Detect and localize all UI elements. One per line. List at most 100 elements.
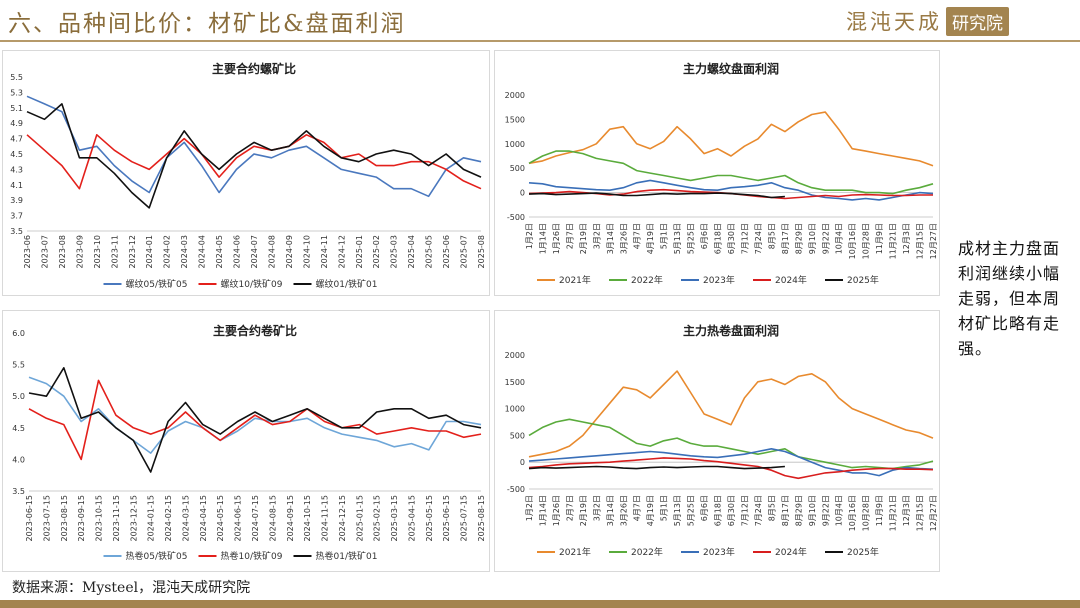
x-tick-label: 1月26日 bbox=[552, 223, 561, 254]
y-tick-label: 1000 bbox=[505, 140, 525, 149]
legend-label: 2023年 bbox=[703, 546, 735, 558]
x-tick-label: 3月14日 bbox=[606, 223, 615, 254]
legend-label: 2024年 bbox=[775, 274, 807, 286]
header: 六、品种间比价：材矿比&盘面利润 混沌天成 研究院 bbox=[0, 0, 1080, 44]
x-tick-label: 2024-11-15 bbox=[321, 495, 330, 542]
y-tick-label: 6.0 bbox=[12, 329, 25, 338]
y-tick-label: 5.5 bbox=[10, 73, 23, 82]
x-tick-label: 4月7日 bbox=[633, 223, 642, 249]
series-line-2 bbox=[528, 448, 934, 477]
x-tick-label: 10月16日 bbox=[848, 223, 857, 259]
x-tick-label: 2024-12-15 bbox=[338, 495, 347, 542]
chart-hrc-ore-svg: 主要合约卷矿比 3.5 4.0 4.5 5.0 5.5 6.0 2023-06-15 2023-… bbox=[12, 323, 486, 562]
legend-label: 2024年 bbox=[775, 546, 807, 558]
series-line-2 bbox=[26, 103, 482, 209]
x-tick-label: 2025-02-15 bbox=[373, 495, 382, 542]
x-tick-label: 12月15日 bbox=[916, 495, 925, 531]
x-tick-label: 1月26日 bbox=[552, 495, 561, 526]
chart-rebar-ore: 主要合约螺矿比 3.5 3.7 3.9 4.1 4.3 4.5 4.7 4.9 5.1 5.3 5.5… bbox=[2, 50, 490, 296]
x-tick-label: 2023-10-15 bbox=[95, 495, 104, 542]
x-tick-label: 2月7日 bbox=[565, 223, 574, 249]
x-tick-label: 4月7日 bbox=[633, 495, 642, 521]
x-tick-label: 2024-05 bbox=[215, 235, 224, 268]
x-tick-label: 11月9日 bbox=[875, 223, 884, 254]
x-tick-label: 1月2日 bbox=[525, 223, 534, 249]
y-tick-label: 3.5 bbox=[10, 227, 23, 236]
x-tick-label: 2023-07-15 bbox=[42, 495, 51, 542]
x-tick-label: 2024-04 bbox=[198, 235, 207, 268]
x-tick-label: 2023-06 bbox=[23, 235, 32, 268]
y-tick-label: 3.7 bbox=[10, 212, 23, 221]
x-tick-label: 2025-08-15 bbox=[477, 495, 486, 542]
y-tick-label: 3.5 bbox=[12, 487, 25, 496]
chart-rebar-profit: 主力螺纹盘面利润 -500 0 500 1000 1500 2000 1月2日 1月14日 1月2… bbox=[494, 50, 940, 296]
x-tick-label: 2025-03-15 bbox=[390, 495, 399, 542]
series-line-2 bbox=[528, 179, 934, 201]
x-tick-label: 11月9日 bbox=[875, 495, 884, 526]
x-tick-label: 5月1日 bbox=[660, 223, 669, 249]
series-line-4 bbox=[528, 465, 785, 470]
page-title: 六、品种间比价：材矿比&盘面利润 bbox=[8, 11, 406, 37]
logo-box: 研究院 bbox=[946, 6, 1009, 36]
y-tick-label: 0 bbox=[520, 189, 525, 198]
x-tick-label: 2023-07 bbox=[40, 235, 49, 268]
y-tick-label: 4.7 bbox=[10, 135, 23, 144]
x-tick-label: 2024-09 bbox=[285, 235, 294, 268]
x-tick-label: 5月13日 bbox=[673, 495, 682, 526]
series-line-0 bbox=[26, 95, 482, 198]
x-tick-label: 2025-07-15 bbox=[460, 495, 469, 542]
x-tick-label: 12月15日 bbox=[916, 223, 925, 259]
x-tick-label: 5月1日 bbox=[660, 495, 669, 521]
y-tick-label: 2000 bbox=[505, 351, 525, 360]
x-tick-label: 2025-01 bbox=[355, 235, 364, 268]
x-tick-label: 1月14日 bbox=[538, 495, 547, 526]
legend-label: 2025年 bbox=[847, 274, 879, 286]
x-tick-label: 2025-04-15 bbox=[407, 495, 416, 542]
y-tick-label: 3.9 bbox=[10, 196, 23, 205]
x-tick-label: 2023-11-15 bbox=[112, 495, 121, 542]
x-tick-label: 2月19日 bbox=[579, 223, 588, 254]
x-tick-label: 6月6日 bbox=[700, 495, 709, 521]
series-line-0 bbox=[528, 111, 934, 167]
x-tick-label: 2024-06-15 bbox=[234, 495, 243, 542]
x-tick-label: 2025-04 bbox=[407, 235, 416, 268]
y-tick-label: 500 bbox=[510, 164, 525, 173]
x-tick-label: 5月25日 bbox=[687, 223, 696, 254]
legend-label: 热卷05/铁矿05 bbox=[126, 550, 188, 562]
legend-label: 2025年 bbox=[847, 546, 879, 558]
x-tick-label: 2023-10 bbox=[93, 235, 102, 268]
x-tick-label: 10月4日 bbox=[835, 495, 844, 526]
logo-text: 混沌天成 bbox=[846, 10, 942, 34]
x-tick-label: 2025-06 bbox=[442, 235, 451, 268]
x-tick-label: 2023-12-15 bbox=[129, 495, 138, 542]
series-line-3 bbox=[528, 457, 934, 480]
comment-text: 成材主力盘面利润继续小幅走弱，但本周材矿比略有走强。 bbox=[958, 239, 1061, 358]
x-tick-label: 3月26日 bbox=[619, 223, 628, 254]
x-tick-label: 10月28日 bbox=[862, 223, 871, 259]
y-tick-label: 1000 bbox=[505, 405, 525, 414]
x-tick-label: 2025-06-15 bbox=[442, 495, 451, 542]
x-tick-label: 2024-04-15 bbox=[199, 495, 208, 542]
chart-rebar-ore-svg: 主要合约螺矿比 3.5 3.7 3.9 4.1 4.3 4.5 4.7 4.9 5.1 5.3 5.5… bbox=[10, 61, 486, 290]
y-tick-label: 4.0 bbox=[12, 455, 25, 464]
y-tick-label: 4.3 bbox=[10, 165, 23, 174]
x-tick-label: 2024-10 bbox=[302, 235, 311, 268]
series-line-2 bbox=[28, 367, 482, 473]
x-tick-label: 4月19日 bbox=[646, 223, 655, 254]
x-tick-label: 2月19日 bbox=[579, 495, 588, 526]
legend-label: 2022年 bbox=[631, 546, 663, 558]
x-tick-label: 2024-01 bbox=[145, 235, 154, 268]
x-tick-label: 8月29日 bbox=[794, 223, 803, 254]
y-tick-label: 5.3 bbox=[10, 88, 23, 97]
header-divider bbox=[0, 40, 1080, 42]
x-tick-label: 2023-06-15 bbox=[25, 495, 34, 542]
chart-hrc-profit-svg: 主力热卷盘面利润 -500 0 500 1000 1500 2000 1月2日 1月14日 1月2… bbox=[505, 323, 938, 558]
x-tick-label: 9月10日 bbox=[808, 223, 817, 254]
x-tick-label: 6月6日 bbox=[700, 223, 709, 249]
x-tick-label: 2024-02 bbox=[163, 235, 172, 268]
x-tick-label: 10月16日 bbox=[848, 495, 857, 531]
legend-label: 2022年 bbox=[631, 274, 663, 286]
x-tick-label: 2024-08 bbox=[267, 235, 276, 268]
x-tick-label: 3月2日 bbox=[592, 495, 601, 521]
x-tick-label: 9月22日 bbox=[821, 495, 830, 526]
